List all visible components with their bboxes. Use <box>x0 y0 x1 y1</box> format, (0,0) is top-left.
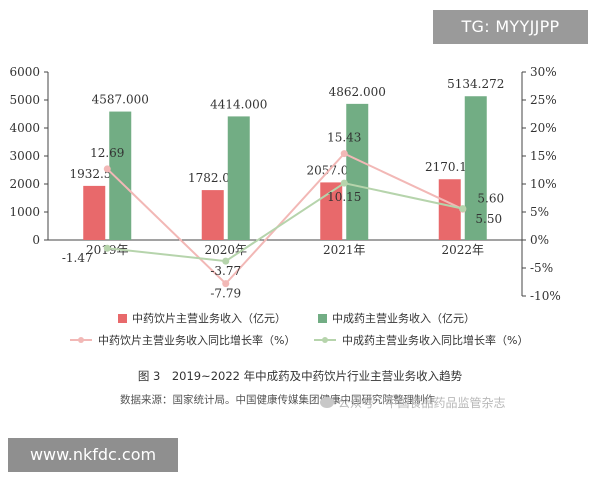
bar <box>109 111 132 241</box>
x-tick-label: 2022年 <box>441 243 484 257</box>
source-note: 数据来源：国家统计局。中国健康传媒集团健康中国研究院整理制作 <box>120 394 435 406</box>
legend-marker <box>78 337 84 343</box>
x-tick-label: 2020年 <box>204 243 247 257</box>
bar <box>201 190 224 240</box>
left-tick-label: 0 <box>32 233 40 247</box>
legend-swatch <box>118 314 127 323</box>
right-tick-label: -5% <box>530 261 553 275</box>
website-url: www.nkfdc.com <box>8 438 178 472</box>
line-point <box>340 179 348 187</box>
right-tick-label: 20% <box>530 121 557 135</box>
bar-value-label: 2170.14 <box>425 160 475 174</box>
bar <box>83 185 106 240</box>
bar <box>346 103 369 240</box>
bar-value-label: 5134.272 <box>447 77 504 91</box>
right-tick-label: 5% <box>530 205 549 219</box>
bar-value-label: 2057.00 <box>306 163 356 177</box>
left-tick-label: 5000 <box>9 93 40 107</box>
right-tick-label: 0% <box>530 233 549 247</box>
line-point <box>103 244 111 252</box>
line-value-label: 15.43 <box>327 131 361 145</box>
series-line <box>107 182 463 263</box>
line-point <box>459 205 467 213</box>
left-tick-label: 4000 <box>9 121 40 135</box>
legend-label: 中成药主营业务收入（亿元） <box>332 311 475 325</box>
bar-value-label: 4862.000 <box>329 85 386 99</box>
left-tick-label: 1000 <box>9 205 40 219</box>
right-tick-label: -10% <box>530 289 561 303</box>
left-tick-label: 2000 <box>9 177 40 191</box>
wechat-icon <box>320 397 334 408</box>
bar <box>320 182 343 240</box>
right-tick-label: 15% <box>530 149 557 163</box>
bar-value-label: 4587.000 <box>92 93 149 107</box>
watermark-text: 公众号 · 中国食品药品监管杂志 <box>338 396 506 410</box>
telegram-tag: TG: MYYJJPP <box>433 10 588 44</box>
left-tick-label: 3000 <box>9 149 40 163</box>
left-tick-label: 6000 <box>9 65 40 79</box>
legend-label: 中药饮片主营业务收入同比增长率（%） <box>98 333 295 347</box>
legend-marker <box>322 337 328 343</box>
line-value-label: 12.69 <box>90 146 124 160</box>
line-value-label: 5.50 <box>475 212 502 226</box>
bar <box>438 179 461 240</box>
bar-value-label: 4414.000 <box>210 97 267 111</box>
x-tick-label: 2021年 <box>323 243 366 257</box>
bar-value-label: 1782.00 <box>188 171 238 185</box>
line-point <box>340 150 348 158</box>
bar <box>464 96 487 240</box>
watermark: 公众号 · 中国食品药品监管杂志 <box>320 394 505 411</box>
line-value-label: -3.77 <box>210 264 241 278</box>
line-point <box>222 280 230 288</box>
line-point <box>222 257 230 265</box>
line-value-label: 10.15 <box>327 190 361 204</box>
series-line <box>106 152 464 286</box>
legend-label: 中药饮片主营业务收入（亿元） <box>132 311 286 325</box>
figure-caption: 图 3 2019~2022 年中成药及中药饮片行业主营业务收入趋势 <box>137 369 463 383</box>
right-tick-label: 30% <box>530 65 557 79</box>
legend-label: 中成药主营业务收入同比增长率（%） <box>342 333 528 347</box>
line-value-label: -7.79 <box>210 287 241 301</box>
line-point <box>103 165 111 173</box>
right-tick-label: 10% <box>530 177 557 191</box>
right-tick-label: 25% <box>530 93 557 107</box>
line-value-label: -1.47 <box>62 251 93 265</box>
legend-swatch <box>318 314 327 323</box>
bar <box>227 116 250 240</box>
line-value-label: 5.60 <box>477 192 504 206</box>
